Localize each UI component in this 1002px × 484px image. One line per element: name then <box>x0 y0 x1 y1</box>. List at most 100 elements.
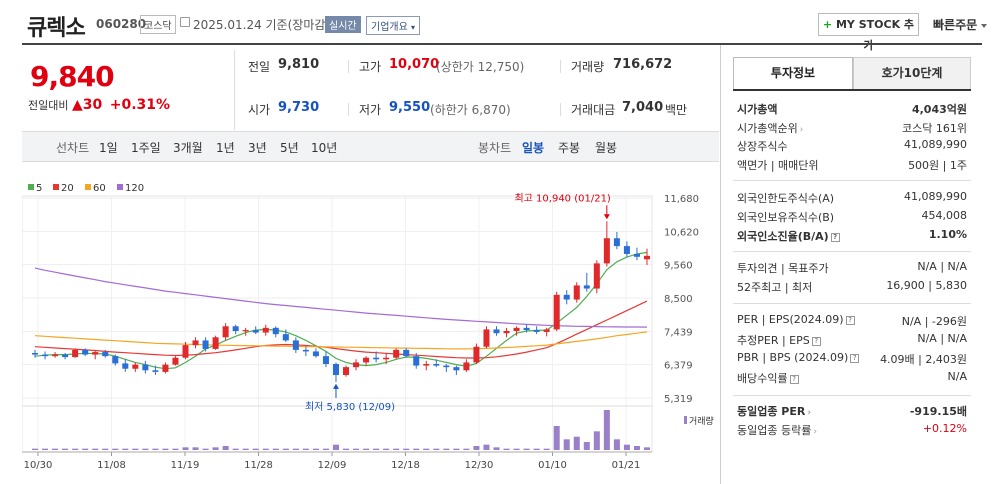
volume-bar <box>322 448 329 450</box>
candle-chart-label: 봉차트 <box>478 141 512 155</box>
volume-bar <box>393 448 400 450</box>
tab-orderbook[interactable]: 호가10단계 <box>853 57 971 90</box>
market-cap-row: 시가총액 4,043억원 <box>737 101 967 119</box>
quote-date: 2025.01.24 기준(장마감) <box>193 18 331 32</box>
volume-bar <box>122 448 129 450</box>
week52-row: 52주최고 | 최저 16,900 | 5,830 <box>737 279 967 297</box>
chevron-down-icon: ▾ <box>411 23 416 32</box>
chevron-right-icon[interactable]: › <box>813 427 817 437</box>
candle-body <box>413 356 420 366</box>
help-icon[interactable]: ? <box>845 315 855 325</box>
candle-body <box>443 365 450 368</box>
chevron-right-icon[interactable]: › <box>807 408 812 418</box>
volume-bar <box>262 448 269 450</box>
divider <box>560 60 561 73</box>
face-value-value: 500원 | 1주 <box>908 159 967 172</box>
candle-body <box>182 345 189 358</box>
realtime-button[interactable]: 실시간 <box>325 16 361 33</box>
tab-1d[interactable]: 1일 <box>99 141 118 155</box>
tab-daily[interactable]: 일봉 <box>522 141 545 155</box>
dividend-value: N/A <box>947 370 967 383</box>
candle-body <box>463 362 470 371</box>
volume-bar <box>443 448 450 450</box>
candle-body <box>62 354 69 358</box>
volume-bar <box>383 448 390 450</box>
change-value: 30 <box>82 97 103 113</box>
legend-label-20: 20 <box>61 183 74 194</box>
candle-body <box>343 367 350 376</box>
candle-body <box>282 334 289 341</box>
quick-order-button[interactable]: 빠른주문 <box>933 16 987 33</box>
candle-body <box>523 327 530 331</box>
candle-body <box>252 330 259 333</box>
help-icon[interactable]: ? <box>850 353 860 363</box>
tab-underline <box>733 89 971 91</box>
volume-bar <box>533 448 540 450</box>
volume-bar <box>513 448 520 450</box>
tab-monthly[interactable]: 월봉 <box>595 141 618 155</box>
candle-body <box>543 329 550 332</box>
tab-3m[interactable]: 3개월 <box>173 141 203 155</box>
candle-body <box>613 238 620 247</box>
tab-1w[interactable]: 1주일 <box>131 141 161 155</box>
investment-info-panel: 투자정보 호가10단계 시가총액 4,043억원 시가총액순위 › 코스닥 161위 … <box>720 45 982 484</box>
help-icon[interactable]: ? <box>830 232 840 242</box>
candle-body <box>112 356 119 364</box>
y-tick-label: 7,439 <box>664 327 693 338</box>
tab-1y[interactable]: 1년 <box>216 141 235 155</box>
tab-10y[interactable]: 10년 <box>311 141 338 155</box>
price-divider <box>234 50 235 130</box>
pbr-value: 4.09배 | 2,403원 <box>880 353 967 366</box>
market-cap-label: 시가총액 <box>737 103 778 116</box>
foreign-ratio-label: 외국인소진율(B/A) <box>737 230 829 243</box>
volume-bar <box>453 448 460 450</box>
opinion-label: 투자의견 | 목표주가 <box>737 262 829 275</box>
add-my-stock-button[interactable]: + MY STOCK 추가 <box>818 13 919 52</box>
tab-5y[interactable]: 5년 <box>280 141 299 155</box>
company-info-dropdown[interactable]: 기업개요 ▾ <box>366 16 421 35</box>
section-divider <box>733 395 971 396</box>
candle-body <box>42 354 49 357</box>
volume-bar <box>343 448 350 450</box>
high-value: 10,070 <box>389 57 440 72</box>
amount-unit: 백만 <box>665 103 688 117</box>
candle-body <box>32 353 39 355</box>
tab-weekly[interactable]: 주봉 <box>558 141 581 155</box>
candle-body <box>212 337 219 349</box>
candle-body <box>623 246 630 254</box>
candle-body <box>292 340 299 350</box>
upper-limit: (상한가 12,750) <box>436 60 525 74</box>
help-icon[interactable]: ? <box>811 336 821 346</box>
volume-legend-swatch <box>684 416 687 424</box>
candle-body <box>533 330 540 332</box>
legend-label-5: 5 <box>36 183 42 194</box>
volume-bar <box>112 448 119 450</box>
candle-body <box>553 294 560 330</box>
price-chart[interactable]: 5 20 60 120 거래량 11,680 10,620 9,560 8,500 7,439… <box>22 176 719 482</box>
candle-body <box>453 367 460 371</box>
tab-investment-info[interactable]: 투자정보 <box>733 57 853 90</box>
candle-body <box>503 330 510 334</box>
candle-body <box>433 364 440 366</box>
volume-bar <box>373 448 380 450</box>
divider <box>348 103 349 116</box>
divider <box>560 103 561 116</box>
candle-body <box>353 362 360 368</box>
volume-bar <box>332 444 339 450</box>
x-tick-label: 12/30 <box>465 460 494 471</box>
volume-bar <box>563 439 570 450</box>
volume-bar <box>543 448 550 450</box>
prev-close-label: 전일 <box>248 60 271 74</box>
chevron-right-icon[interactable]: › <box>799 125 804 135</box>
low-annotation: 최저 5,830 (12/09) <box>305 401 395 413</box>
y-tick-label: 10,620 <box>664 227 699 238</box>
foreign-limit-row: 외국인한도주식수(A) 41,089,990 <box>737 190 967 208</box>
candle-body <box>563 294 570 300</box>
help-icon[interactable]: ? <box>789 374 799 384</box>
company-info-label: 기업개요 <box>371 22 408 33</box>
volume-bar <box>282 448 289 450</box>
volume-bar <box>292 448 299 450</box>
candle-body <box>513 327 520 331</box>
candle-body <box>162 364 169 372</box>
tab-3y[interactable]: 3년 <box>248 141 267 155</box>
